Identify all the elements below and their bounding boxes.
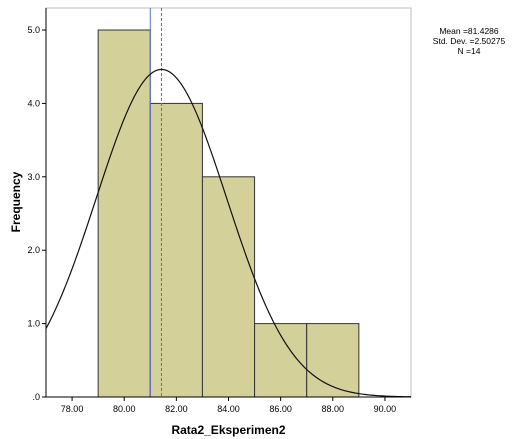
y-ticks-layer: .0 1.0 2.0 3.0 4.0 5.0 [27,25,46,402]
y-tick-label: 5.0 [27,25,40,35]
mean-label: Mean =81.4286 [439,26,499,36]
x-tick-label: 84.00 [217,404,240,414]
std-dev-label: Std. Dev. =2.50275 [432,36,506,46]
histogram-bar-2 [149,102,203,398]
y-tick-label: 4.0 [27,98,40,108]
histogram-bar-3 [201,176,256,398]
y-tick-label: 3.0 [27,172,40,182]
reference-lines-layer [149,8,162,397]
histogram-bar-1 [97,29,151,398]
x-ticks-layer: 78.00 80.00 82.00 84.00 86.00 88.00 90.00 [61,397,396,414]
statistics-legend: Mean =81.4286 Std. Dev. =2.50275 N =14 [422,26,516,56]
histogram-bar-5 [306,323,360,398]
y-axis-label: Frequency [9,171,23,232]
x-tick-label: 78.00 [61,404,84,414]
y-tick-label: .0 [32,392,40,402]
bars-layer [97,29,360,398]
y-tick-label: 2.0 [27,245,40,255]
x-tick-label: 80.00 [113,404,136,414]
x-axis-label: Rata2_Eksperimen2 [171,423,285,437]
x-tick-label: 82.00 [165,404,188,414]
x-tick-label: 90.00 [374,404,397,414]
normal-curve-layer [45,68,412,398]
normal-distribution-curve [45,68,412,398]
x-tick-label: 88.00 [322,404,345,414]
x-tick-label: 86.00 [269,404,292,414]
n-label: N =14 [457,46,481,56]
y-tick-label: 1.0 [27,319,40,329]
